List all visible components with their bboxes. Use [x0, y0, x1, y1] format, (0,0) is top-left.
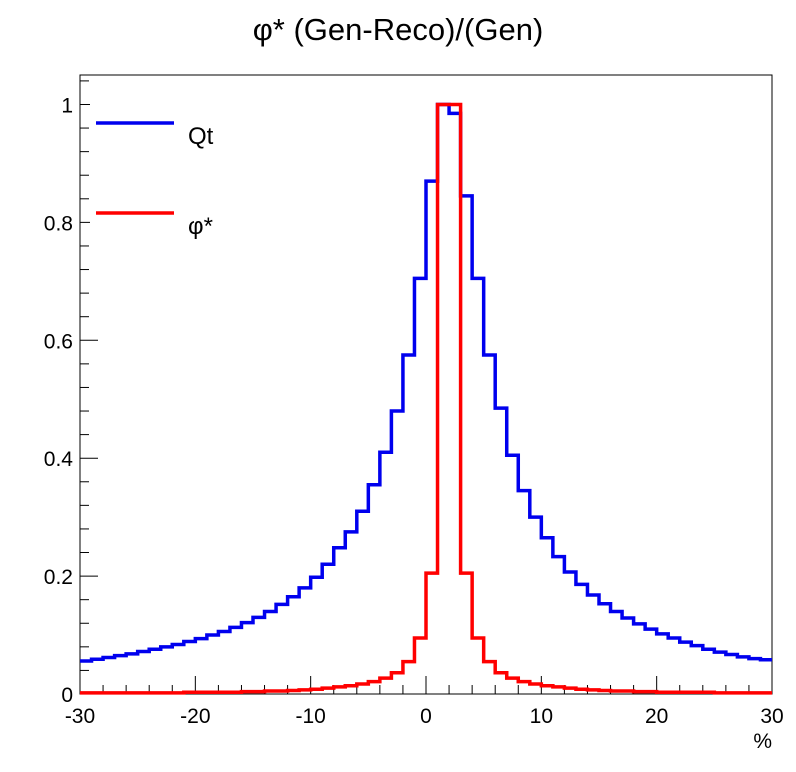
legend-label-0: Qt	[188, 123, 214, 150]
series-1-line	[80, 102, 772, 695]
x-tick-label: -20	[180, 705, 210, 728]
x-tick-label: 20	[645, 705, 668, 728]
x-tick-label: -30	[65, 705, 95, 728]
x-tick-label: 10	[530, 705, 553, 728]
y-tick-label: 0.2	[44, 566, 73, 589]
y-tick-label: 0	[61, 684, 73, 707]
x-tick-label: 0	[420, 705, 432, 728]
y-tick-label: 0.4	[44, 448, 74, 471]
series-0-line	[80, 102, 772, 663]
x-tick-label: 30	[760, 705, 783, 728]
legend-box	[90, 97, 180, 257]
plot-series	[80, 102, 772, 695]
x-axis-label: %	[753, 730, 772, 753]
chart-title: φ* (Gen-Reco)/(Gen)	[253, 12, 544, 47]
legend: Qt φ*	[90, 97, 214, 257]
y-tick-label: 1	[61, 94, 73, 117]
y-tick-label: 0.6	[44, 330, 73, 353]
y-tick-label: 0.8	[44, 212, 73, 235]
legend-label-1: φ*	[188, 213, 213, 240]
x-tick-label: -10	[295, 705, 325, 728]
